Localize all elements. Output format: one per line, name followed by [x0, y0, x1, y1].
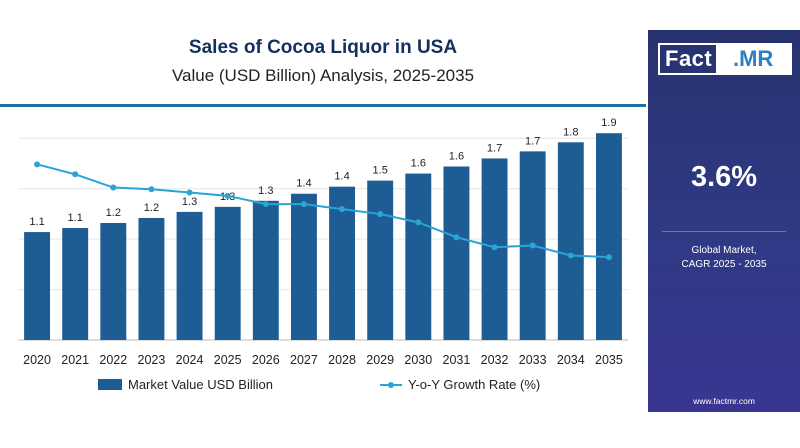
x-tick-label: 2032 [481, 353, 509, 367]
bar-value-label: 1.4 [296, 178, 311, 190]
bar-value-label: 1.7 [525, 135, 540, 147]
x-tick-label: 2024 [176, 353, 204, 367]
bar-value-label: 1.5 [373, 165, 388, 177]
bar [405, 173, 432, 340]
bar-value-label: 1.9 [601, 117, 616, 129]
side-divider [662, 231, 786, 232]
growth-rate-point [415, 219, 422, 226]
side-panel: Fact .MR 3.6% Global Market, CAGR 2025 -… [648, 30, 800, 412]
bar [100, 222, 127, 340]
website-link[interactable]: www.factmr.com [693, 396, 755, 406]
x-tick-label: 2033 [519, 353, 547, 367]
x-tick-label: 2031 [443, 353, 471, 367]
growth-rate-point [148, 186, 155, 193]
growth-rate-point [339, 206, 346, 213]
growth-rate-point [605, 254, 612, 261]
bar [443, 166, 470, 340]
x-tick-label: 2026 [252, 353, 280, 367]
growth-rate-point [491, 244, 498, 251]
x-tick-label: 2022 [99, 353, 127, 367]
chart-plot: 1.1 2020 1.1 2021 1.2 2022 1.2 2023 1.3 2024 1.3 20… [18, 117, 628, 367]
legend-bar-swatch [98, 379, 122, 390]
legend-bar-label: Market Value USD Billion [128, 377, 273, 392]
legend-line-label: Y-o-Y Growth Rate (%) [408, 377, 541, 392]
growth-rate-point [453, 234, 460, 241]
growth-rate-line [36, 163, 609, 259]
chart-legend: Market Value USD Billion Y-o-Y Growth Ra… [0, 377, 646, 397]
title-divider [0, 104, 646, 107]
bar-value-label: 1.7 [487, 142, 502, 154]
growth-rate-point [300, 201, 307, 208]
bar-value-label: 1.6 [411, 158, 426, 170]
bar [329, 186, 356, 340]
legend-item-market-value: Market Value USD Billion [98, 377, 273, 392]
bar [24, 232, 51, 340]
x-tick-label: 2034 [557, 353, 585, 367]
bar-value-label: 1.8 [563, 126, 578, 138]
growth-rate-point [262, 201, 269, 208]
cagr-value: 3.6% [690, 161, 758, 193]
logo-text-fact: Fact [665, 46, 713, 71]
x-tick-label: 2027 [290, 353, 318, 367]
bar [557, 142, 584, 340]
growth-rate-point [34, 161, 41, 168]
growth-rate-point [567, 252, 574, 259]
bar-value-label: 1.2 [144, 202, 159, 214]
cagr-label: Global Market, CAGR 2025 - 2035 [648, 244, 800, 272]
bar-value-label: 1.6 [449, 151, 464, 163]
bar-value-label: 1.4 [334, 171, 349, 183]
x-tick-label: 2028 [328, 353, 356, 367]
cagr-label-line2: CAGR 2025 - 2035 [681, 259, 767, 270]
growth-rate-point [224, 192, 231, 199]
legend-item-growth-rate: Y-o-Y Growth Rate (%) [380, 377, 540, 392]
x-tick-label: 2030 [404, 353, 432, 367]
bar-value-label: 1.3 [182, 196, 197, 208]
logo-text-mr: .MR [716, 45, 790, 73]
x-tick-label: 2035 [595, 353, 623, 367]
growth-rate-point [72, 171, 79, 178]
chart-subtitle: Value (USD Billion) Analysis, 2025-2035 [171, 66, 475, 85]
bar [252, 200, 279, 340]
bar [367, 180, 394, 340]
x-tick-label: 2025 [214, 353, 242, 367]
growth-rate-point [377, 211, 384, 218]
x-tick-label: 2020 [23, 353, 51, 367]
chart-title: Sales of Cocoa Liquor in USA [188, 37, 458, 58]
x-tick-label: 2029 [366, 353, 394, 367]
bar [595, 133, 622, 340]
growth-rate-point [110, 184, 117, 191]
bar-value-label: 1.3 [258, 185, 273, 197]
bar [290, 193, 317, 340]
bar [214, 206, 241, 340]
growth-rate-point [186, 189, 193, 196]
cagr-label-line1: Global Market, [691, 245, 757, 256]
legend-line-swatch [380, 379, 402, 390]
bar-value-label: 1.1 [68, 212, 83, 224]
growth-rate-point [529, 242, 536, 249]
x-tick-label: 2023 [138, 353, 166, 367]
x-tick-label: 2021 [61, 353, 89, 367]
bar-value-label: 1.1 [29, 216, 44, 228]
bar [62, 228, 89, 340]
factmr-logo: Fact .MR [658, 43, 792, 75]
bar [138, 217, 165, 340]
bar-value-label: 1.2 [106, 207, 121, 219]
bar [176, 211, 203, 340]
